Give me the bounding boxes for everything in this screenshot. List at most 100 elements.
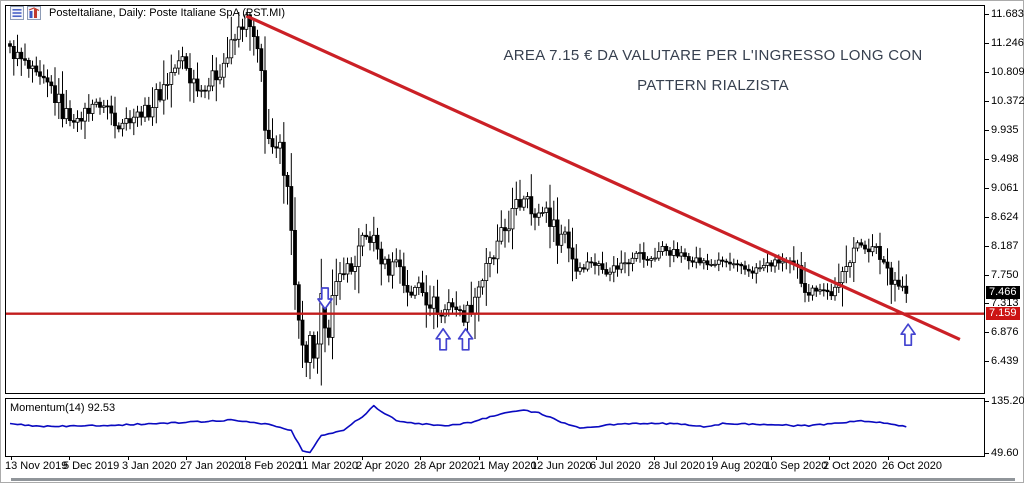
candle-body	[818, 289, 822, 292]
date-axis-label: 12 Jun 2020	[531, 460, 592, 472]
candle-body	[109, 105, 114, 114]
quotes-table-icon[interactable]	[10, 6, 24, 20]
up-arrow-marker[interactable]	[900, 323, 916, 347]
candle-body	[413, 286, 417, 296]
candle-body	[263, 70, 267, 131]
candle-body	[593, 262, 597, 266]
candle-body	[285, 174, 290, 187]
candle-body	[851, 247, 856, 264]
price-axis-label: 7.750	[991, 269, 1019, 281]
price-axis-label: 9.498	[991, 153, 1019, 165]
candle-body	[330, 295, 335, 338]
annotation-line-2: PATTERN RIALZISTA	[637, 77, 789, 94]
candle-body	[315, 343, 320, 359]
momentum-indicator-area[interactable]	[5, 398, 985, 457]
date-axis[interactable]: 13 Nov 2019 5 Dec 2019 3 Jan 2020 27 Jan 20…	[1, 456, 1024, 477]
date-axis-label: 18 Feb 2020	[239, 460, 301, 472]
candle-body	[713, 263, 717, 266]
candle-body	[893, 279, 897, 285]
candle-body	[458, 309, 462, 312]
candle-body	[866, 248, 871, 253]
date-tick	[245, 456, 246, 460]
candle-body	[844, 266, 849, 273]
indicator-label: Momentum(14) 92.53	[10, 402, 116, 414]
price-tick	[985, 72, 989, 73]
candle-body	[375, 234, 380, 250]
candle-body	[878, 245, 882, 260]
candle-body	[296, 284, 301, 321]
price-tick	[985, 217, 989, 218]
price-axis-label: 11.683	[991, 8, 1024, 20]
candle-body	[195, 78, 200, 92]
candlestick-chart[interactable]	[6, 6, 984, 393]
support-level-badge: 7.159	[986, 307, 1020, 320]
candle-body	[120, 122, 125, 130]
candle-body	[150, 107, 155, 118]
candle-body	[570, 247, 575, 260]
candle-body	[638, 252, 642, 254]
candle-body	[394, 259, 399, 263]
candle-body	[578, 267, 582, 272]
candle-body	[525, 196, 530, 200]
candle-body	[83, 107, 87, 122]
candle-body	[503, 227, 507, 232]
candle-body	[353, 266, 357, 272]
price-scale-axis[interactable]: 11.683 11.246 10.809 10.372 9.935 9.498 9.061 8…	[985, 1, 1024, 477]
candle-body	[671, 248, 676, 256]
candle-body	[521, 198, 526, 208]
chart-type-icon[interactable]	[27, 6, 41, 20]
date-axis-label: 26 Oct 2020	[882, 460, 942, 472]
momentum-tick	[985, 401, 989, 402]
candle-body	[113, 112, 117, 127]
candle-body	[649, 258, 654, 261]
price-axis-label: 7.313	[991, 297, 1019, 309]
price-tick	[985, 188, 989, 189]
candle-body	[34, 65, 39, 73]
candle-body	[773, 259, 777, 267]
candle-body	[889, 267, 894, 285]
up-arrow-marker[interactable]	[435, 327, 451, 351]
candle-body	[221, 62, 226, 78]
candle-body	[154, 89, 159, 109]
candle-body	[308, 334, 312, 363]
candle-body	[90, 103, 95, 114]
candle-body	[158, 89, 162, 101]
date-axis-label: 21 May 2020	[473, 460, 537, 472]
candle-body	[810, 287, 815, 296]
candle-body	[446, 302, 451, 311]
candle-body	[495, 240, 500, 260]
candle-body	[728, 261, 732, 265]
candle-body	[401, 266, 406, 286]
descending-trendline[interactable]	[245, 14, 961, 341]
candle-body	[776, 259, 781, 264]
candle-body	[761, 264, 766, 269]
candle-body	[656, 251, 661, 259]
candle-body	[608, 271, 612, 275]
candle-body	[165, 84, 170, 86]
candle-body	[746, 268, 751, 272]
momentum-line-chart[interactable]	[6, 399, 984, 456]
date-axis-label: 5 Dec 2019	[63, 460, 120, 472]
candle-body	[563, 231, 567, 235]
candle-body	[229, 39, 234, 59]
candle-body	[371, 234, 376, 243]
candle-body	[128, 118, 132, 124]
candle-body	[551, 219, 556, 227]
candle-body	[533, 213, 537, 218]
price-tick	[985, 361, 989, 362]
candle-body	[506, 228, 511, 232]
candle-body	[341, 273, 346, 276]
up-arrow-marker[interactable]	[457, 327, 474, 351]
candle-body	[743, 265, 747, 270]
price-chart-area[interactable]	[5, 5, 985, 394]
candle-body	[420, 282, 425, 293]
momentum-line	[9, 404, 907, 454]
price-axis-label: 10.809	[991, 66, 1024, 78]
down-arrow-marker[interactable]	[317, 287, 333, 310]
candle-body	[270, 138, 275, 148]
candle-body	[143, 104, 147, 118]
candle-body	[896, 279, 901, 287]
candle-body	[274, 146, 279, 149]
candle-body	[623, 262, 627, 265]
